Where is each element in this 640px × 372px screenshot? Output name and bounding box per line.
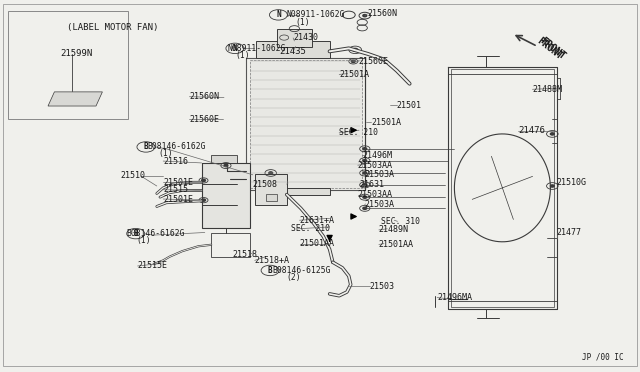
Text: 21501: 21501 [397,101,422,110]
Circle shape [363,184,367,186]
Circle shape [202,179,205,182]
Bar [266,194,277,201]
Bar [202,163,250,228]
Text: (2): (2) [287,273,301,282]
Text: B08146-6162G: B08146-6162G [147,142,205,151]
Text: 21488M: 21488M [532,85,563,94]
Text: 21510: 21510 [120,171,145,180]
Text: 21489N: 21489N [379,225,409,234]
Text: B: B [143,142,148,151]
Text: (1): (1) [236,51,250,60]
Text: N08911-1062G: N08911-1062G [227,44,285,53]
Bar [211,232,250,257]
Circle shape [224,164,228,167]
Text: 21501A: 21501A [371,118,401,126]
Text: 21501AA: 21501AA [379,240,414,249]
Text: 21477: 21477 [557,228,582,237]
Text: 21503AA: 21503AA [358,190,393,199]
Bar [277,29,312,46]
Text: 21501E: 21501E [163,178,193,187]
Text: 21508: 21508 [253,180,278,189]
Circle shape [363,196,367,198]
Text: FRONT: FRONT [538,36,567,62]
Polygon shape [48,92,102,106]
Text: 21560N: 21560N [367,9,397,18]
Text: SEC. 310: SEC. 310 [381,217,420,226]
Text: 21518+A: 21518+A [255,256,290,265]
Text: 21510G: 21510G [557,178,587,187]
Text: 21501AA: 21501AA [300,239,335,248]
Bar [8,11,128,119]
Text: N08911-1062G: N08911-1062G [287,10,345,19]
Text: B: B [133,229,138,238]
Text: 21496M: 21496M [362,151,392,160]
Text: 21515E: 21515E [138,262,168,270]
Text: 21515: 21515 [163,185,188,194]
Text: 21503: 21503 [370,282,395,291]
Text: FRONT: FRONT [534,36,564,62]
Text: B08146-6162G: B08146-6162G [127,229,185,238]
Bar [451,69,554,307]
Text: 21516: 21516 [163,157,188,166]
Text: 21518: 21518 [232,250,257,259]
Circle shape [550,185,554,187]
Text: 21435: 21435 [280,47,307,56]
Circle shape [363,172,367,174]
Text: 21503AA: 21503AA [358,161,393,170]
Circle shape [202,199,205,201]
Text: 21501E: 21501E [163,195,193,203]
Text: N: N [232,44,237,53]
Text: 21501A: 21501A [339,70,369,79]
Text: B08146-6125G: B08146-6125G [272,266,330,275]
Bar [250,60,362,188]
Text: 21503A: 21503A [365,170,395,179]
Text: (LABEL MOTOR FAN): (LABEL MOTOR FAN) [67,23,159,32]
Text: 21560N: 21560N [189,92,220,101]
Text: N: N [276,10,281,19]
Text: (1): (1) [136,236,151,245]
Text: 21496MA: 21496MA [437,293,472,302]
Text: 21631+A: 21631+A [300,216,335,225]
Text: B: B [268,266,273,275]
Text: 21476: 21476 [518,126,545,135]
Text: 21430: 21430 [293,33,318,42]
Text: 21560E: 21560E [358,57,388,66]
Bar [256,41,330,58]
Circle shape [363,148,367,150]
Circle shape [351,60,355,62]
Circle shape [363,207,367,209]
Bar [246,58,365,190]
Text: 21560E: 21560E [189,115,220,124]
Circle shape [363,160,367,162]
Bar [255,174,287,205]
Text: 21631: 21631 [360,180,385,189]
Bar [211,155,237,163]
Text: 21599N: 21599N [61,49,93,58]
Text: 21503A: 21503A [365,200,395,209]
Circle shape [363,15,367,17]
Bar [256,188,330,195]
Text: SEC. 210: SEC. 210 [339,128,378,137]
Text: JP /00 IC: JP /00 IC [582,353,624,362]
Text: SEC. 210: SEC. 210 [291,224,330,233]
Text: (1): (1) [296,18,310,27]
Circle shape [353,48,358,51]
Text: (1): (1) [158,149,173,158]
Circle shape [550,133,554,135]
Circle shape [269,172,273,174]
